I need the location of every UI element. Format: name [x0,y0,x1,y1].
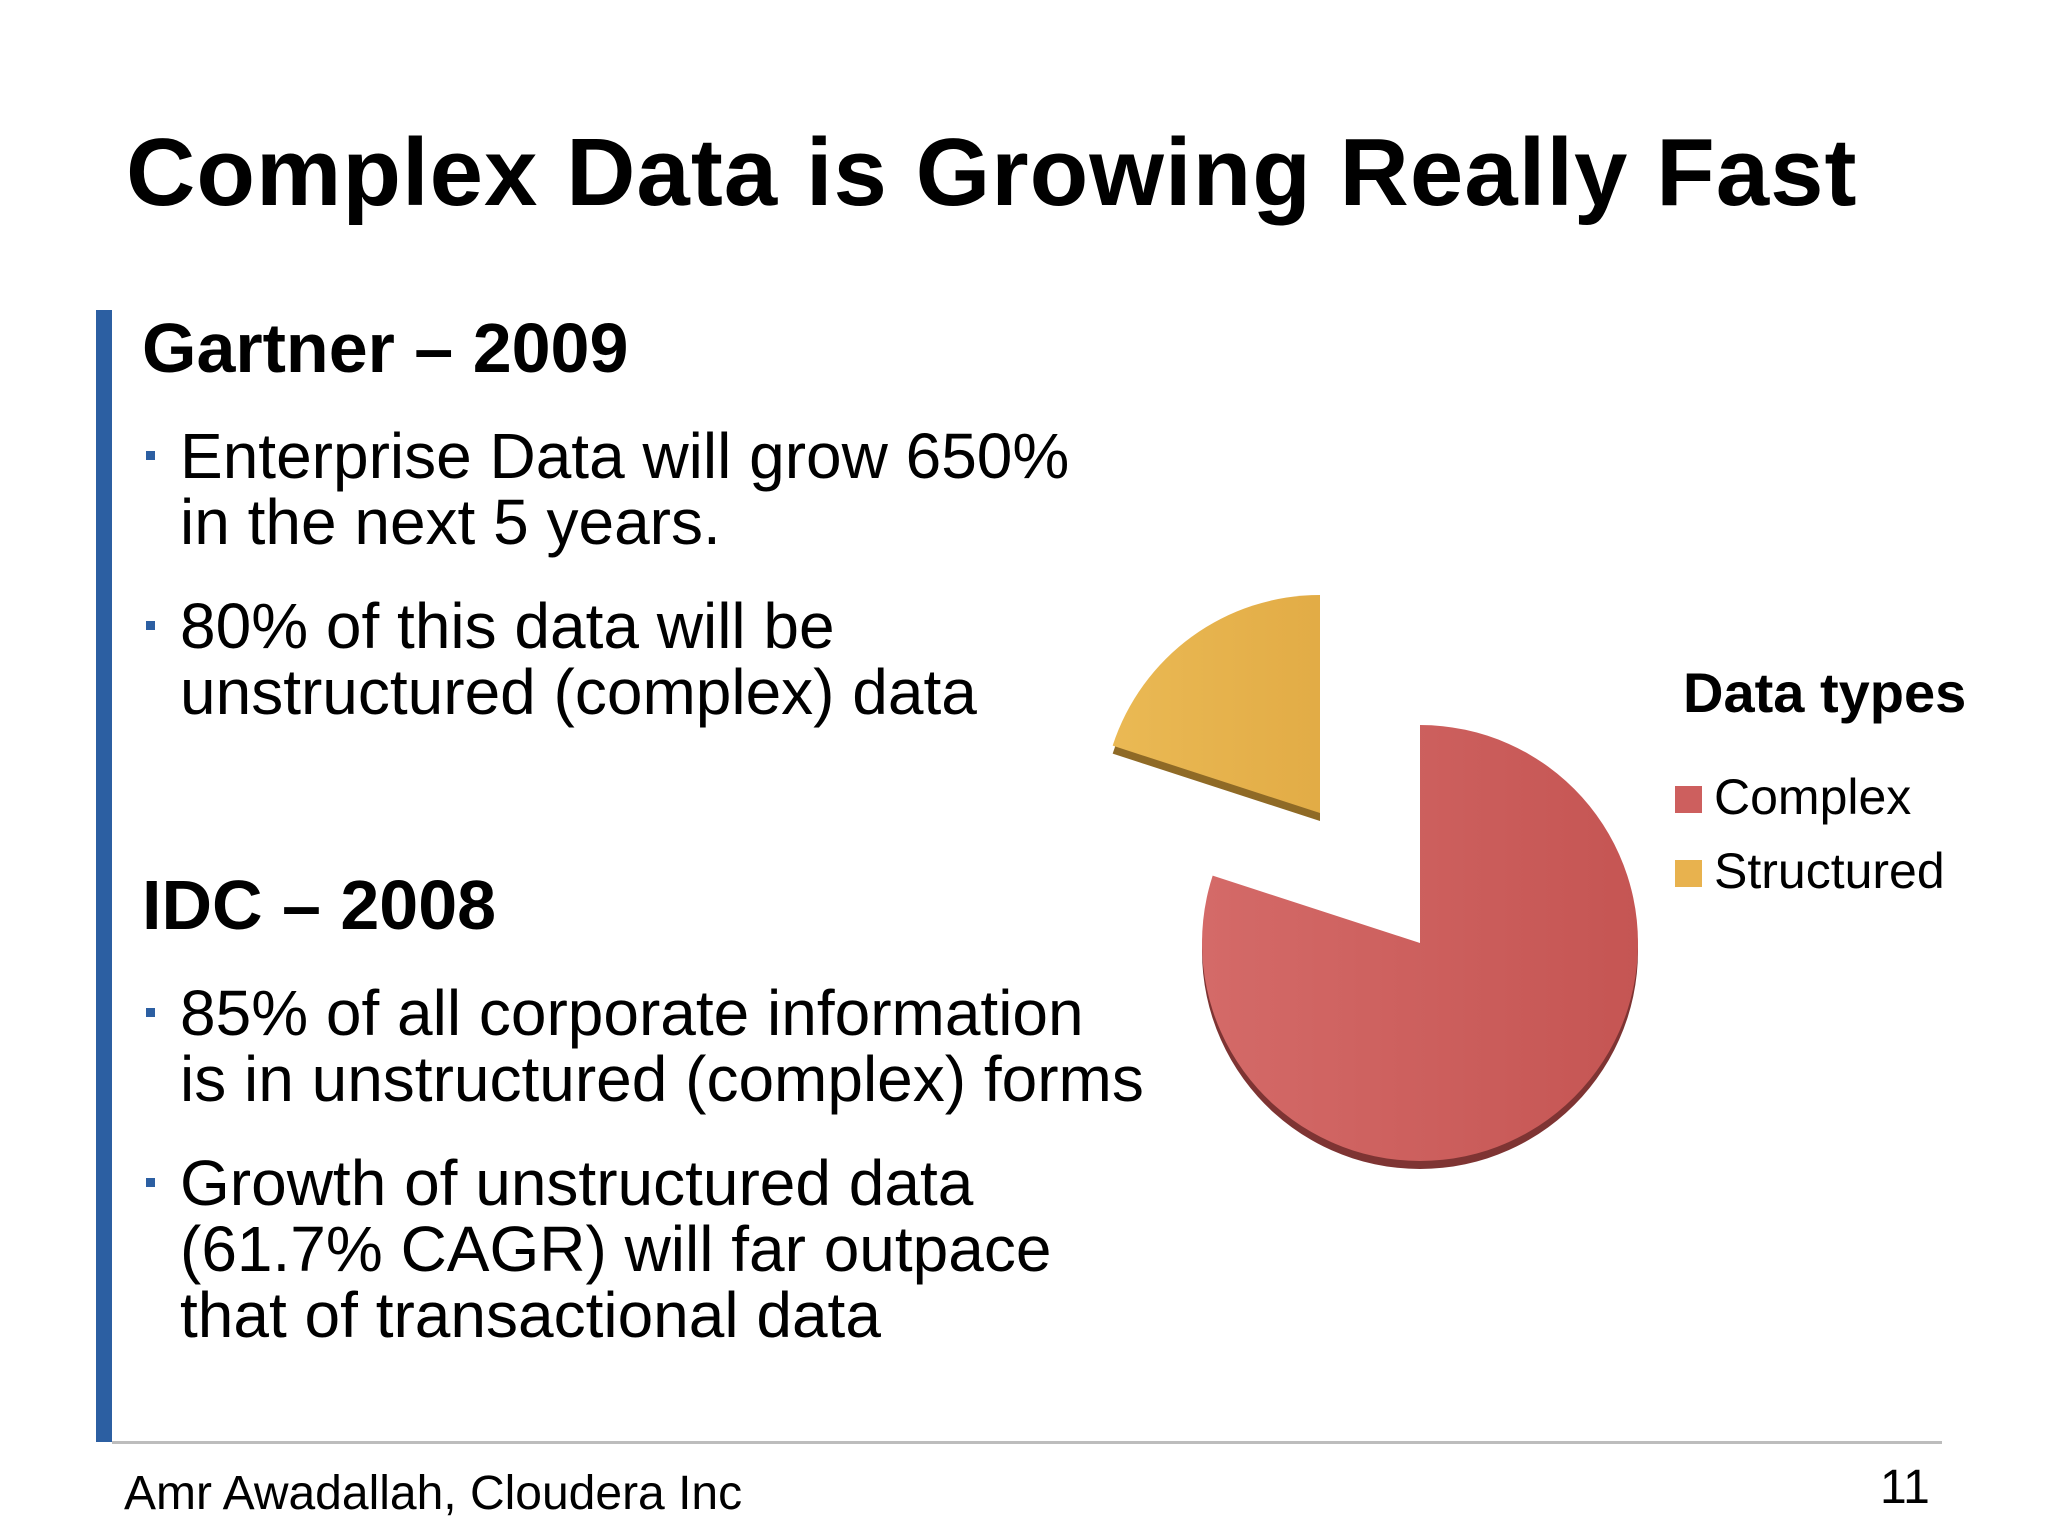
bullet-line: 85% of all corporate information [180,977,1084,1049]
pie-slice-structured [1112,595,1320,813]
page-number: 11 [1880,1461,1930,1514]
bullet-line: unstructured (complex) data [180,656,977,728]
section-heading-idc: IDC – 2008 [142,866,497,944]
bullet-line: Enterprise Data will grow 650% [180,420,1070,492]
pie-slices [1112,595,1638,1169]
bullet-line: is in unstructured (complex) forms [180,1043,1144,1115]
bullet-marker [146,1008,155,1017]
legend-label-structured: Structured [1714,843,1945,899]
bullet-text: 80% of this data will be unstructured (c… [180,593,1242,725]
bullet-marker [146,451,155,460]
pie-slice-complex [1202,725,1638,1161]
section-heading-gartner: Gartner – 2009 [142,309,629,387]
bullet-line: in the next 5 years. [180,486,721,558]
footer-author: Amr Awadallah, Cloudera Inc [124,1467,743,1520]
legend-title: Data types [1683,661,1967,724]
legend-item-structured: Structured [1675,842,1945,900]
bullet-line: 80% of this data will be [180,590,835,662]
data-types-pie-chart [1112,595,1638,1169]
bullet-text: Enterprise Data will grow 650% in the ne… [180,423,1242,555]
bullet-marker [146,621,155,630]
bullet-line: that of transactional data [180,1279,881,1351]
legend-label-complex: Complex [1714,769,1912,825]
bullet-item: Enterprise Data will grow 650% in the ne… [142,423,1242,555]
bullet-marker [146,1178,155,1187]
bullet-item: Growth of unstructured data (61.7% CAGR)… [142,1150,1242,1348]
bullet-text: 85% of all corporate information is in u… [180,980,1242,1112]
legend-item-complex: Complex [1675,768,1911,826]
bullet-text: Growth of unstructured data (61.7% CAGR)… [180,1150,1242,1348]
slide-title: Complex Data is Growing Really Fast [126,119,1858,226]
footer-divider [112,1441,1942,1444]
bullet-line: Growth of unstructured data [180,1147,974,1219]
bullet-item: 80% of this data will be unstructured (c… [142,593,1242,725]
accent-bar [96,310,112,1442]
legend-swatch-structured [1675,860,1702,887]
bullet-item: 85% of all corporate information is in u… [142,980,1242,1112]
bullet-line: (61.7% CAGR) will far outpace [180,1213,1052,1285]
legend-swatch-complex [1675,786,1702,813]
